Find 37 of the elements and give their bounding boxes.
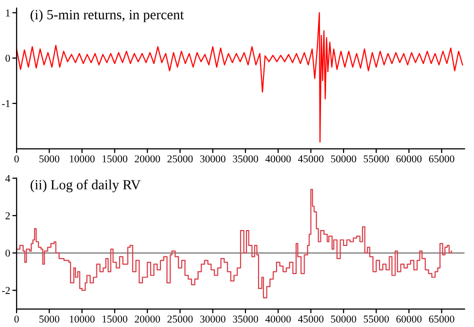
x-tick-label: 30000 [200,316,226,323]
x-tick-label: 50000 [331,155,356,162]
x-tick-label: 0 [14,155,19,162]
y-tick-label: -1 [2,100,10,108]
x-tick-label: 35000 [232,155,258,162]
x-tick-label: 10000 [70,155,95,162]
y-tick-label: 0 [6,54,10,62]
x-tick-label: 55000 [364,155,389,162]
chart-title: (i) 5-min returns, in percent [30,10,184,22]
y-tick-label: 4 [5,174,10,182]
x-tick-label: 55000 [364,316,389,323]
x-tick-label: 65000 [429,155,454,162]
x-tick-label: 35000 [232,316,258,323]
x-tick-label: 45000 [298,316,324,323]
x-tick-label: 20000 [134,155,160,162]
x-tick-label: 40000 [265,155,291,162]
x-tick-label: 5000 [39,316,60,323]
x-tick-label: 25000 [168,155,193,162]
x-tick-label: 5000 [39,155,60,162]
x-tick-label: 0 [14,316,19,323]
x-tick-label: 15000 [102,316,128,323]
y-tick-label: 1 [6,9,10,16]
x-tick-label: 40000 [265,316,291,323]
y-tick-label: -2 [2,287,10,294]
x-tick-label: 45000 [298,155,324,162]
x-tick-label: 65000 [429,316,454,323]
x-tick-label: 50000 [331,316,356,323]
x-tick-label: 30000 [200,155,226,162]
x-tick-label: 10000 [70,316,95,323]
x-tick-label: 25000 [168,316,193,323]
y-tick-label: 2 [6,212,10,220]
y-tick-label: 0 [6,250,10,257]
x-tick-label: 15000 [102,155,128,162]
x-tick-label: 20000 [134,316,160,323]
chart-title: (ii) Log of daily RV [30,180,141,192]
x-tick-label: 60000 [396,316,422,323]
x-tick-label: 60000 [396,155,422,162]
